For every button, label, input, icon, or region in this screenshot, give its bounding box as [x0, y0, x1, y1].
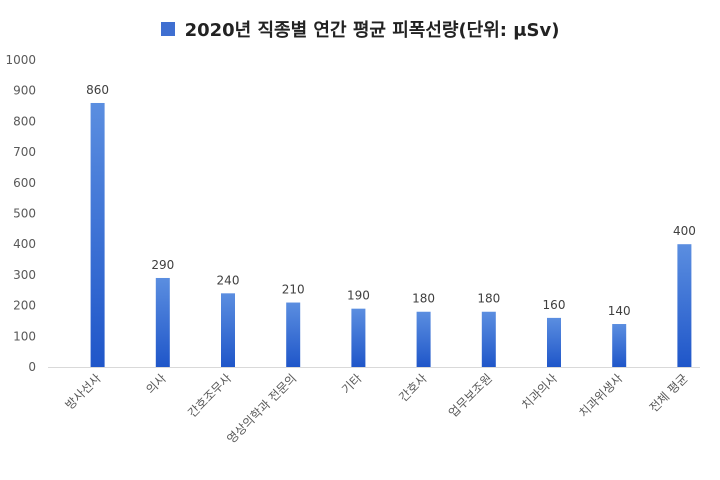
- bar: [677, 244, 692, 367]
- bar-value-label: 190: [347, 289, 370, 303]
- bar-value-label: 860: [86, 83, 109, 97]
- bar-value-label: 210: [282, 283, 305, 297]
- bar: [612, 324, 627, 367]
- bar-value-label: 160: [543, 298, 566, 312]
- bar-value-label: 400: [673, 224, 696, 238]
- bar-value-label: 140: [608, 304, 631, 318]
- y-tick-label: 100: [13, 329, 36, 343]
- x-category-label: 기타: [339, 371, 365, 397]
- bar-value-label: 180: [412, 292, 435, 306]
- x-category-label: 치과의사: [519, 371, 560, 412]
- bar-value-label: 180: [477, 292, 500, 306]
- bar: [90, 102, 105, 367]
- y-tick-label: 700: [13, 145, 36, 159]
- y-tick-label: 600: [13, 176, 36, 190]
- chart-legend: 2020년 직종별 연간 평균 피폭선량(단위: μSv): [0, 14, 720, 44]
- bar: [351, 308, 366, 367]
- bar: [155, 277, 170, 367]
- bar: [416, 311, 431, 367]
- bar: [547, 317, 561, 367]
- x-category-label: 간호사: [396, 371, 429, 404]
- x-category-label: 전체 평균: [647, 371, 691, 415]
- y-tick-label: 900: [13, 84, 36, 98]
- chart-title: 2020년 직종별 연간 평균 피폭선량(단위: μSv): [184, 20, 560, 41]
- y-axis-labels: 0 100 200 300 400 500 600 700 800 900 1000: [5, 53, 36, 374]
- value-labels: 860 290 240 210 190 180 180 160 140 400: [86, 83, 696, 318]
- y-tick-label: 300: [13, 268, 36, 282]
- x-category-label: 업무보조원: [446, 371, 495, 420]
- y-tick-label: 400: [13, 237, 36, 251]
- bar: [286, 302, 301, 367]
- x-category-label: 의사: [143, 371, 169, 397]
- y-tick-label: 200: [13, 299, 36, 313]
- bar: [481, 311, 496, 367]
- bar-value-label: 240: [217, 273, 240, 287]
- y-tick-label: 1000: [5, 53, 36, 67]
- y-tick-label: 800: [13, 114, 36, 128]
- bar-value-label: 290: [151, 258, 174, 272]
- bar: [221, 293, 235, 367]
- legend-swatch: [160, 22, 175, 36]
- x-category-label: 간호조무사: [185, 371, 234, 420]
- y-tick-label: 500: [13, 207, 36, 221]
- x-category-label: 치과위생사: [576, 371, 625, 420]
- y-tick-label: 0: [28, 360, 36, 374]
- x-category-label: 영상의학과 전문의: [224, 371, 299, 446]
- bars-group: [90, 102, 692, 367]
- x-category-label: 방사선사: [63, 371, 104, 412]
